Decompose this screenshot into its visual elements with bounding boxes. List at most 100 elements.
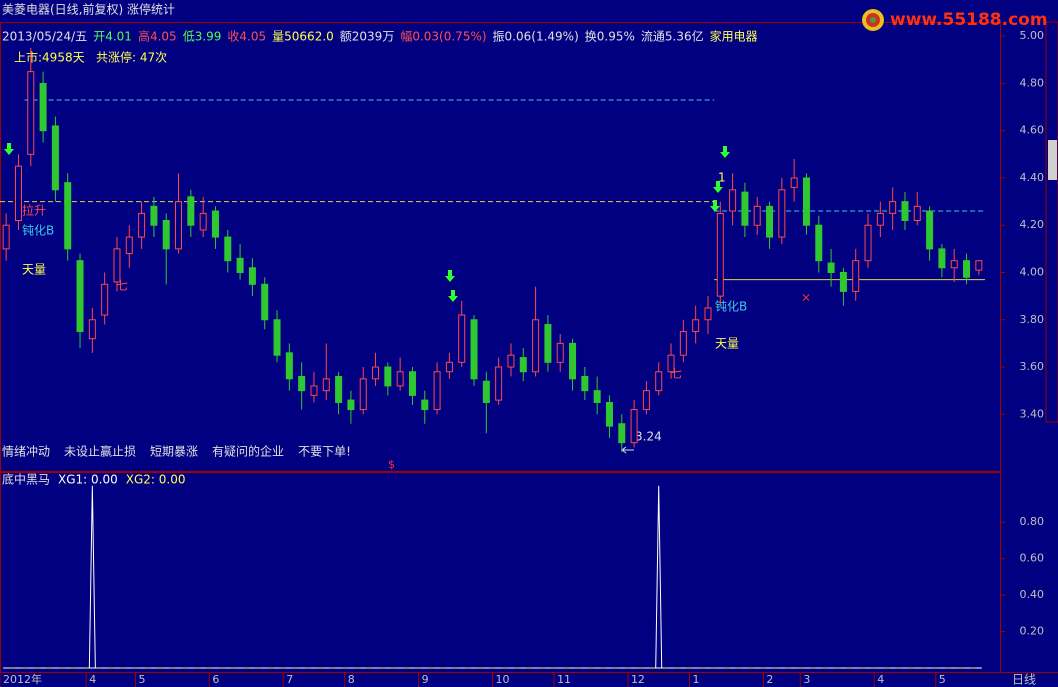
y-tick-label: 0.20 bbox=[1020, 625, 1045, 638]
candle-body bbox=[261, 283, 269, 321]
candle-body bbox=[901, 201, 909, 222]
candle-body bbox=[963, 260, 971, 278]
x-tick-label: 8 bbox=[348, 673, 355, 686]
annotation: 钝化B bbox=[715, 300, 747, 314]
candle-body bbox=[421, 399, 429, 411]
candle-body bbox=[766, 205, 774, 238]
candle-body bbox=[716, 212, 724, 297]
y-tick-label: 0.60 bbox=[1020, 552, 1045, 565]
info-item: 量50662.0 bbox=[272, 30, 334, 44]
candle-body bbox=[618, 423, 626, 444]
x-tick-label: 7 bbox=[286, 673, 293, 686]
signal-arrows bbox=[4, 143, 730, 302]
y-tick-label: 3.40 bbox=[1020, 407, 1045, 420]
x-tick-label: 2 bbox=[766, 673, 773, 686]
info-item: 换0.95% bbox=[585, 30, 635, 44]
chart-title: 美菱电器(日线,前复权) 涨停统计 bbox=[2, 2, 175, 17]
candle-body bbox=[778, 189, 786, 238]
candle-body bbox=[138, 212, 146, 238]
candle-body bbox=[741, 191, 749, 226]
candle-body bbox=[64, 182, 72, 250]
candle-body bbox=[704, 307, 712, 321]
y-tick-label: 5.00 bbox=[1020, 29, 1045, 42]
candle-body bbox=[950, 260, 958, 269]
period-label: 日线 bbox=[1012, 673, 1036, 687]
x-tick-label: 9 bbox=[422, 673, 429, 686]
logo: www.55188.com bbox=[890, 10, 1048, 30]
x-tick-label: 12 bbox=[631, 673, 645, 686]
annotation: 天量 bbox=[22, 263, 46, 277]
spike bbox=[88, 485, 96, 669]
side-panel bbox=[1045, 21, 1058, 423]
y-tick-label: 3.80 bbox=[1020, 313, 1045, 326]
side-tab bbox=[1048, 140, 1057, 180]
info-item: 幅0.03(0.75%) bbox=[400, 29, 486, 44]
x-tick-label: 1 bbox=[693, 673, 700, 686]
candle-body bbox=[753, 205, 761, 226]
signal-arrow bbox=[710, 200, 720, 212]
candle-body bbox=[162, 220, 170, 250]
warning: 不要下单! bbox=[298, 445, 351, 459]
candle-body bbox=[384, 366, 392, 387]
lower-title: 底中黑马 bbox=[2, 472, 50, 487]
candle-body bbox=[630, 409, 638, 444]
x-tick-label: 5 bbox=[138, 673, 145, 686]
candle-body bbox=[581, 375, 589, 392]
main-frame bbox=[0, 22, 1001, 472]
candle-body bbox=[347, 399, 355, 411]
info-item: 额2039万 bbox=[340, 30, 395, 44]
candle-body bbox=[101, 283, 109, 316]
info-item: 振0.06(1.49%) bbox=[493, 30, 579, 44]
info-item: 家用电器 bbox=[710, 29, 758, 44]
candle-body bbox=[224, 236, 232, 262]
candle-body bbox=[273, 319, 281, 356]
x-tick-label: 2012年 bbox=[3, 672, 42, 686]
candle-body bbox=[236, 257, 244, 273]
logo-icon-core bbox=[870, 17, 876, 23]
candle-body bbox=[76, 260, 84, 333]
candle-body bbox=[667, 354, 675, 373]
annotation: × bbox=[801, 291, 811, 305]
signal-arrow bbox=[448, 290, 458, 302]
candle-body bbox=[433, 371, 441, 411]
candle-body bbox=[396, 371, 404, 387]
y-tick-label: 3.60 bbox=[1020, 360, 1045, 373]
signal-arrow bbox=[4, 143, 14, 155]
stat: 共涨停: 47次 bbox=[96, 50, 167, 65]
candle-body bbox=[519, 357, 527, 373]
candle-body bbox=[88, 319, 96, 340]
candle-body bbox=[569, 342, 577, 380]
candle-body bbox=[655, 371, 663, 392]
arrow bbox=[621, 446, 634, 454]
annotation: $ bbox=[388, 458, 395, 471]
annotation: 拉升 bbox=[22, 203, 46, 218]
y-tick-label: 4.40 bbox=[1020, 171, 1045, 184]
candle-body bbox=[532, 319, 540, 373]
candle-body bbox=[790, 177, 798, 188]
candle-body bbox=[913, 205, 921, 222]
warning: 有疑问的企业 bbox=[212, 444, 284, 459]
candle-body bbox=[310, 385, 318, 396]
candle-body bbox=[285, 352, 293, 380]
y-tick-label: 0.40 bbox=[1020, 588, 1045, 601]
candle-body bbox=[211, 210, 219, 238]
candle-body bbox=[544, 323, 552, 363]
y-tick-label: 4.00 bbox=[1020, 265, 1045, 278]
legend-item: XG2: 0.00 bbox=[126, 473, 186, 487]
info-item: 开4.01 bbox=[93, 30, 132, 44]
info-item: 2013/05/24/五 bbox=[2, 30, 87, 44]
candle-body bbox=[692, 319, 700, 333]
candle-body bbox=[248, 267, 256, 285]
candle-body bbox=[458, 314, 466, 363]
annotation: 3.24 bbox=[635, 430, 662, 444]
candle-body bbox=[815, 224, 823, 262]
x-tick-label: 3 bbox=[803, 673, 810, 686]
candle-body bbox=[113, 248, 121, 283]
candle-body bbox=[199, 212, 207, 231]
candle-body bbox=[864, 224, 872, 262]
annotation: 钝化B bbox=[22, 224, 54, 238]
marker-text: 1 bbox=[718, 171, 726, 185]
candle-body bbox=[27, 71, 35, 155]
candle-body bbox=[642, 390, 650, 411]
